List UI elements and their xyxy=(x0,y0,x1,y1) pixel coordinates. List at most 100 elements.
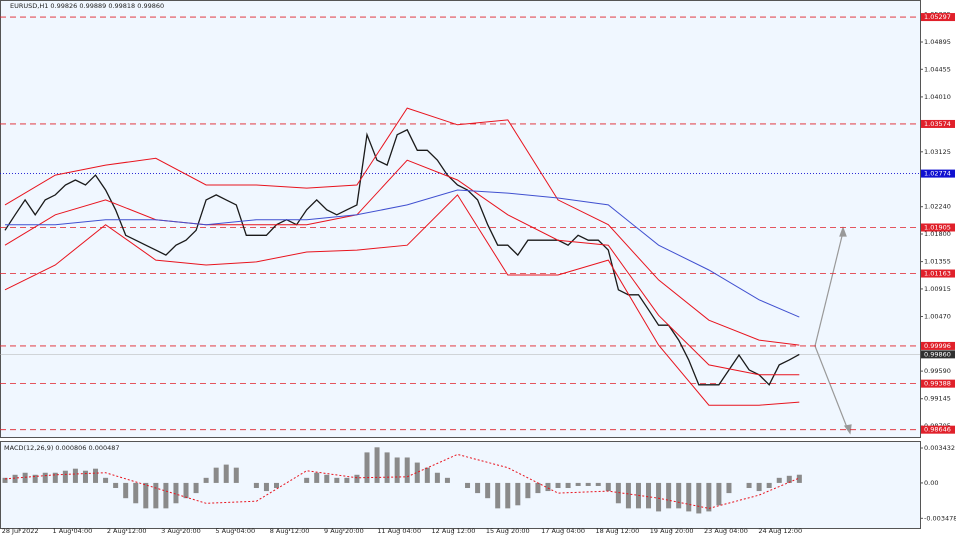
series-line xyxy=(4,194,800,406)
histogram-bar xyxy=(253,482,259,489)
histogram-bar xyxy=(706,482,712,512)
histogram-bar xyxy=(545,482,551,492)
histogram-bar xyxy=(756,482,762,492)
histogram-bar xyxy=(52,472,58,483)
histogram-bar xyxy=(72,468,78,483)
histogram-bar xyxy=(62,470,68,483)
histogram-bar xyxy=(314,472,320,483)
x-tick-label: 5 Aug 04:00 xyxy=(215,527,255,535)
x-tick-label: 18 Aug 12:00 xyxy=(595,527,639,535)
histogram-bar xyxy=(103,477,109,483)
histogram-bar xyxy=(595,482,601,486)
histogram-bar xyxy=(495,482,501,509)
series-line xyxy=(4,453,800,509)
level-label: 0.99996 xyxy=(924,342,951,350)
histogram-bar xyxy=(143,482,149,509)
y-tick-label: 1.00470 xyxy=(924,313,951,321)
y-tick-label: 0.003432 xyxy=(924,444,955,452)
histogram-bar xyxy=(394,457,400,483)
y-tick-label: 1.04010 xyxy=(924,93,951,101)
histogram-bar xyxy=(746,482,752,489)
histogram-bar xyxy=(666,482,672,509)
level-tag xyxy=(921,350,955,359)
histogram-bar xyxy=(676,482,682,509)
histogram-bar xyxy=(2,477,8,483)
histogram-bar xyxy=(404,457,410,483)
series-line xyxy=(4,128,800,386)
x-tick-label: 15 Aug 20:00 xyxy=(486,527,530,535)
histogram-bar xyxy=(223,464,229,483)
y-tick-label: 0.99145 xyxy=(924,395,951,403)
histogram-bar xyxy=(354,474,360,483)
y-tick-label: 1.03125 xyxy=(924,148,951,156)
histogram-bar xyxy=(82,470,88,483)
level-label: 1.03574 xyxy=(924,120,951,128)
y-tick-label: 1.01355 xyxy=(924,258,951,266)
histogram-bar xyxy=(113,482,119,489)
x-tick-label: 11 Aug 04:00 xyxy=(377,527,421,535)
histogram-bar xyxy=(203,477,209,483)
histogram-bar xyxy=(153,482,159,509)
histogram-bar xyxy=(786,475,792,483)
histogram-bar xyxy=(565,482,571,489)
histogram-bar xyxy=(274,482,280,489)
histogram-bar xyxy=(374,447,380,483)
arrow-down xyxy=(814,345,849,431)
level-label: 1.01905 xyxy=(924,223,951,231)
level-tag xyxy=(921,223,955,232)
histogram-bar xyxy=(716,482,722,506)
histogram-bar xyxy=(213,467,219,483)
histogram-bar xyxy=(535,482,541,494)
histogram-bar xyxy=(123,482,129,499)
forecast-arrows xyxy=(814,226,852,435)
histogram-bar xyxy=(42,472,48,483)
histogram-bar xyxy=(32,474,38,483)
histogram-bar xyxy=(796,474,802,483)
x-tick-label: 8 Aug 12:00 xyxy=(270,527,310,535)
level-tag xyxy=(921,119,955,128)
chart-title: EURUSD,H1 0.99826 0.99889 0.99818 0.9986… xyxy=(10,2,164,10)
y-tick-label: 1.04455 xyxy=(924,65,951,73)
histogram-bar xyxy=(444,477,450,483)
y-tick-label: 0.99590 xyxy=(924,367,951,375)
histogram-bar xyxy=(384,452,390,483)
level-label: 0.98646 xyxy=(924,426,951,434)
y-tick-label: 1.04895 xyxy=(924,38,951,46)
level-tag xyxy=(921,379,955,388)
main-panel xyxy=(0,0,921,438)
level-label: 1.05297 xyxy=(924,13,951,21)
arrow-head xyxy=(843,424,852,435)
histogram-bar xyxy=(475,482,481,494)
x-tick-label: 24 Aug 12:00 xyxy=(758,527,802,535)
level-tag xyxy=(921,13,955,22)
histogram-bar xyxy=(263,482,269,492)
histogram-bar xyxy=(625,482,631,509)
level-label: 1.01163 xyxy=(924,270,951,278)
histogram-bar xyxy=(485,482,491,499)
histogram-bar xyxy=(555,482,561,489)
histogram-bar xyxy=(615,482,621,504)
x-tick-label: 12 Aug 12:00 xyxy=(432,527,476,535)
x-tick-label: 1 Aug 04:00 xyxy=(53,527,93,535)
histogram-bar xyxy=(12,474,18,483)
arrow-up xyxy=(814,231,844,347)
histogram-bar xyxy=(304,477,310,483)
y-tick-label: 0.00 xyxy=(924,479,938,487)
histogram-bar xyxy=(696,482,702,514)
histogram-bar xyxy=(183,482,189,499)
y-tick-label: 1.01800 xyxy=(924,230,951,238)
y-tick-label: 1.00915 xyxy=(924,285,951,293)
x-tick-label: 19 Aug 20:00 xyxy=(650,527,694,535)
histogram-bar xyxy=(434,472,440,483)
histogram-bar xyxy=(686,482,692,512)
histogram-bar xyxy=(364,452,370,483)
histogram-bar xyxy=(646,482,652,509)
level-tag xyxy=(921,425,955,434)
histogram-bar xyxy=(93,468,99,483)
level-label: 0.99388 xyxy=(924,380,951,388)
series-line xyxy=(4,107,800,346)
level-tag xyxy=(921,169,955,178)
histogram-bar xyxy=(173,482,179,504)
x-tick-label: 28 Jul 2022 xyxy=(2,527,39,535)
